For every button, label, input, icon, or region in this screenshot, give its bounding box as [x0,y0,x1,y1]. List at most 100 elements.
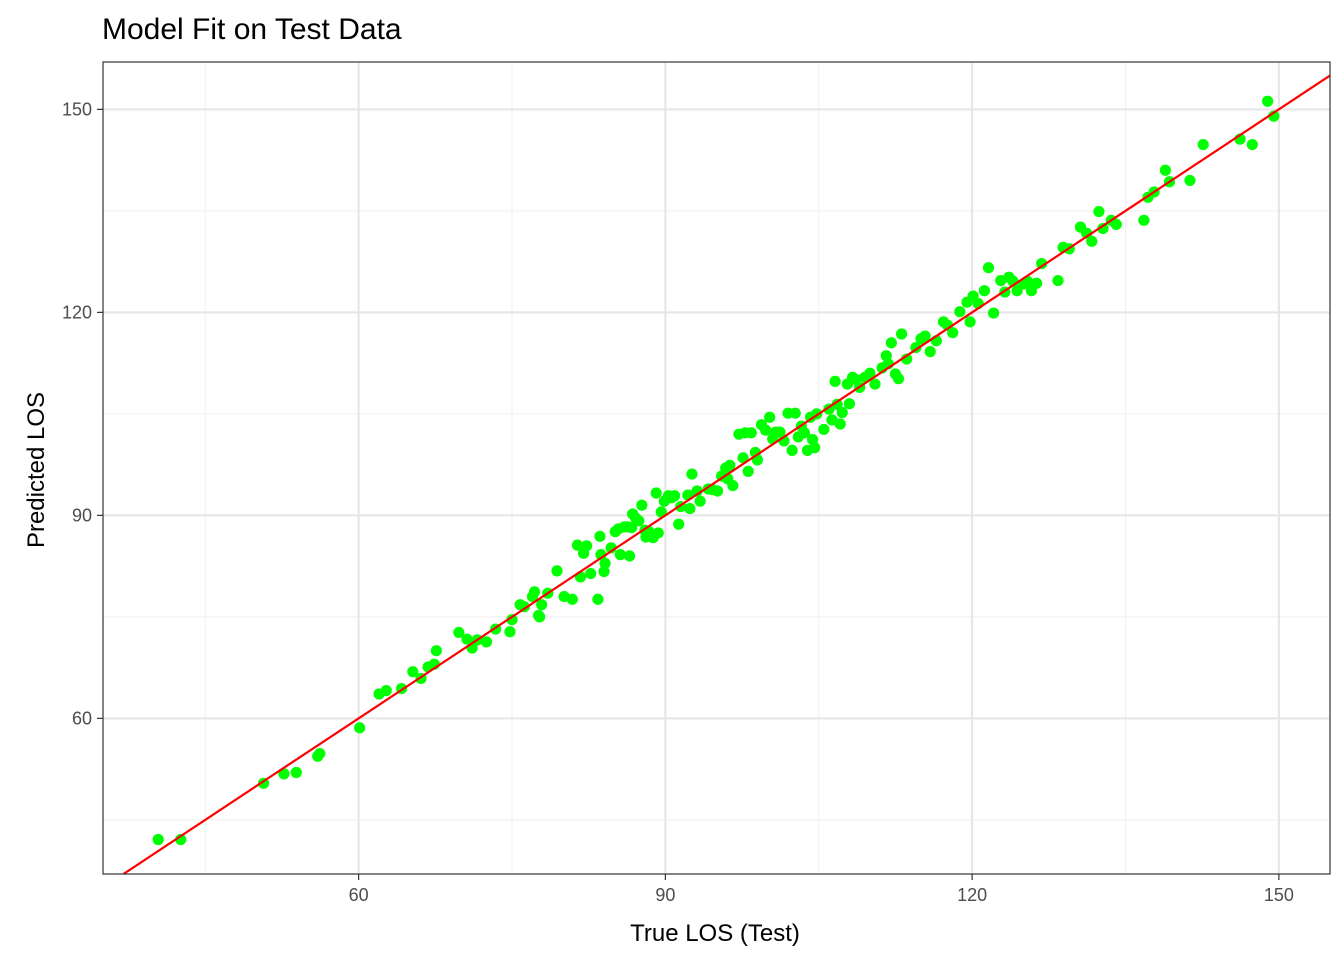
data-point [686,468,698,480]
data-point [506,613,518,626]
data-point [836,406,848,419]
data-point [673,518,685,530]
data-point [278,768,290,780]
data-point [809,442,821,454]
data-point [652,527,664,539]
data-point [407,666,419,678]
data-point [1097,222,1109,235]
data-point [745,427,757,439]
data-point [1159,164,1171,176]
data-point [711,485,724,497]
data-point [614,549,626,561]
data-point [724,459,736,471]
data-point [818,423,830,436]
data-point [869,378,881,390]
plot-panel [102,61,1331,875]
data-point [1246,138,1258,151]
data-point [1110,218,1122,230]
minor-gridlines [103,62,1330,874]
data-point [737,452,749,464]
data-point [1030,277,1043,289]
data-point [668,490,681,502]
x-tick-label: 90 [655,885,675,905]
data-point [650,487,662,499]
y-axis-title: Predicted LOS [23,392,50,548]
data-point [1184,174,1196,187]
data-point [1093,205,1105,218]
data-point [152,833,164,846]
data-point [987,307,1000,319]
y-axis: 60 90 120 150 [62,99,103,728]
data-point [636,499,648,511]
data-point [551,565,563,577]
data-point [789,407,801,419]
data-point [947,327,959,339]
x-tick-label: 60 [349,885,369,905]
x-tick-label: 120 [957,885,987,905]
data-point [536,599,548,611]
data-point [764,411,776,423]
data-point [585,567,597,580]
data-point [598,565,610,578]
y-tick-label: 120 [62,302,92,322]
data-points [152,95,1280,846]
data-point [831,398,843,410]
data-point [885,337,897,349]
data-point [954,306,966,318]
data-point [599,557,611,570]
data-point [633,515,645,527]
data-point [626,521,638,534]
data-point [290,766,302,779]
x-tick-label: 150 [1264,885,1294,905]
data-point [1197,138,1209,151]
data-point [453,626,465,639]
data-point [581,540,593,552]
y-tick-label: 150 [62,99,92,119]
data-point [480,636,493,648]
data-point [1262,95,1274,107]
data-point [742,465,754,477]
data-point [924,346,936,358]
reference-line [122,74,1331,875]
data-point [798,427,811,439]
major-gridlines [103,62,1330,874]
panel-border [102,61,1331,875]
data-point [528,586,541,598]
data-point [694,495,706,507]
data-point [843,398,856,410]
y-tick-label: 90 [72,505,92,525]
data-point [895,328,908,340]
x-axis: 60 90 120 150 [349,874,1294,905]
data-point [592,593,604,605]
data-point [1052,274,1064,287]
data-point [655,506,667,518]
data-point [534,611,546,623]
data-point [1138,214,1150,226]
data-point [594,530,606,542]
data-point [684,503,696,515]
data-point [864,367,876,379]
data-point [978,285,990,297]
data-point [571,539,584,551]
data-point [461,633,473,645]
data-point [964,316,976,328]
data-point [1036,258,1048,270]
data-point [982,262,995,274]
data-point [504,626,516,638]
data-point [430,645,442,657]
data-point [380,685,392,697]
data-point [354,722,366,734]
data-point [1086,235,1098,247]
data-point [759,424,772,436]
data-point [566,593,578,605]
data-point [892,373,905,385]
data-point [727,479,739,492]
data-point [623,550,636,562]
data-point [774,426,786,438]
x-axis-title: True LOS (Test) [630,920,800,947]
chart-title: Model Fit on Test Data [102,13,402,46]
data-point [786,444,798,457]
reference-line-group [122,74,1331,875]
data-point [919,330,931,342]
